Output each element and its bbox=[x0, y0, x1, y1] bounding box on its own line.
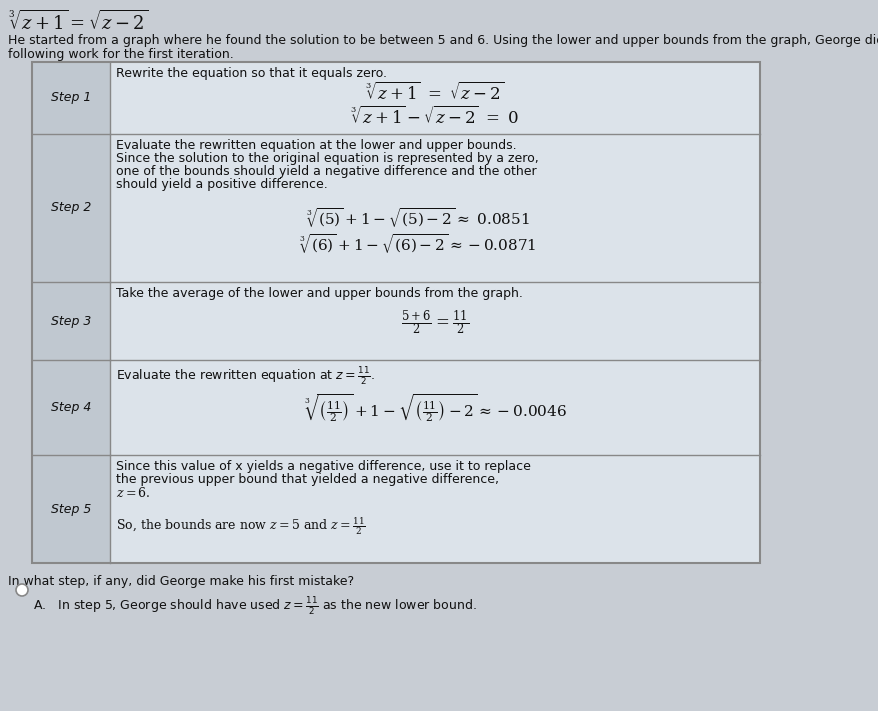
Text: A.   In step 5, George should have used $z = \frac{11}{2}$ as the new lower boun: A. In step 5, George should have used $z… bbox=[33, 595, 477, 617]
Text: So, the bounds are now $z = 5$ and $z = \frac{11}{2}$: So, the bounds are now $z = 5$ and $z = … bbox=[116, 515, 365, 537]
Text: $\sqrt[3]{\left(\frac{11}{2}\right)} + 1 - \sqrt{\left(\frac{11}{2}\right)-2} \a: $\sqrt[3]{\left(\frac{11}{2}\right)} + 1… bbox=[303, 392, 565, 424]
Text: Since this value of x yields a negative difference, use it to replace: Since this value of x yields a negative … bbox=[116, 460, 530, 473]
Text: $\sqrt[3]{(6)} + 1 - \sqrt{(6)-2} \approx -0.0871$: $\sqrt[3]{(6)} + 1 - \sqrt{(6)-2} \appro… bbox=[299, 232, 536, 256]
Text: Rewrite the equation so that it equals zero.: Rewrite the equation so that it equals z… bbox=[116, 67, 386, 80]
FancyBboxPatch shape bbox=[32, 282, 110, 360]
Text: should yield a positive difference.: should yield a positive difference. bbox=[116, 178, 327, 191]
Text: Evaluate the rewritten equation at the lower and upper bounds.: Evaluate the rewritten equation at the l… bbox=[116, 139, 516, 152]
Text: Step 1: Step 1 bbox=[51, 92, 91, 105]
Text: Step 2: Step 2 bbox=[51, 201, 91, 215]
Text: $\sqrt[3]{(5)} + 1 - \sqrt{(5)-2} \approx \ 0.0851$: $\sqrt[3]{(5)} + 1 - \sqrt{(5)-2} \appro… bbox=[306, 206, 529, 230]
Text: Evaluate the rewritten equation at $z = \frac{11}{2}$.: Evaluate the rewritten equation at $z = … bbox=[116, 365, 375, 387]
Text: $\frac{5+6}{2} = \frac{11}{2}$: $\frac{5+6}{2} = \frac{11}{2}$ bbox=[400, 308, 469, 336]
Text: one of the bounds should yield a negative difference and the other: one of the bounds should yield a negativ… bbox=[116, 165, 536, 178]
Text: He started from a graph where he found the solution to be between 5 and 6. Using: He started from a graph where he found t… bbox=[8, 34, 878, 47]
Text: $\sqrt[3]{z+1} = \sqrt{z-2}$: $\sqrt[3]{z+1} = \sqrt{z-2}$ bbox=[8, 10, 148, 34]
FancyBboxPatch shape bbox=[32, 360, 110, 455]
FancyBboxPatch shape bbox=[32, 455, 110, 563]
Text: $\sqrt[3]{z+1} \ = \ \sqrt{z-2}$: $\sqrt[3]{z+1} \ = \ \sqrt{z-2}$ bbox=[365, 82, 504, 104]
FancyBboxPatch shape bbox=[32, 62, 110, 134]
Text: $z = 6$.: $z = 6$. bbox=[116, 486, 150, 500]
Text: Step 4: Step 4 bbox=[51, 401, 91, 414]
FancyBboxPatch shape bbox=[32, 134, 110, 282]
Text: Take the average of the lower and upper bounds from the graph.: Take the average of the lower and upper … bbox=[116, 287, 522, 300]
Text: Since the solution to the original equation is represented by a zero,: Since the solution to the original equat… bbox=[116, 152, 538, 165]
Text: the previous upper bound that yielded a negative difference,: the previous upper bound that yielded a … bbox=[116, 473, 499, 486]
FancyBboxPatch shape bbox=[32, 62, 759, 563]
Text: Step 3: Step 3 bbox=[51, 314, 91, 328]
Text: Step 5: Step 5 bbox=[51, 503, 91, 515]
Circle shape bbox=[16, 584, 28, 596]
Text: In what step, if any, did George make his first mistake?: In what step, if any, did George make hi… bbox=[8, 575, 354, 588]
Text: following work for the first iteration.: following work for the first iteration. bbox=[8, 48, 234, 61]
Text: $\sqrt[3]{z+1} - \sqrt{z-2} \ = \ 0$: $\sqrt[3]{z+1} - \sqrt{z-2} \ = \ 0$ bbox=[350, 106, 519, 128]
